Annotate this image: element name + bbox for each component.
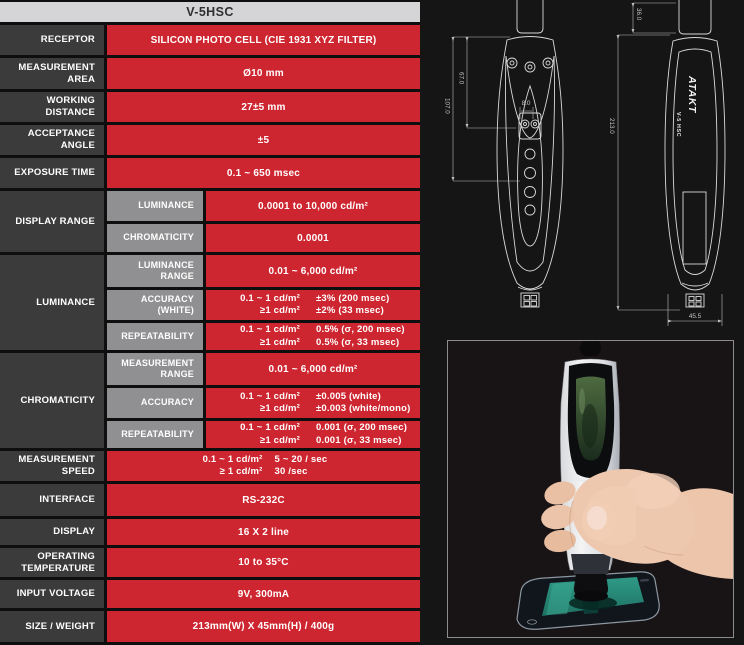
spec-row-measurement-speed: MEASUREMENT SPEED 0.1 ~ 1 cd/m² 5 ~ 20 / … [0,451,420,481]
spec-label: EXPOSURE TIME [0,158,104,188]
dim-label-45: 45.5 [689,313,702,320]
spec-value: 0.1 ~ 1 cd/m² 0.001 (σ, 200 msec) ≥1 cd/m… [206,421,420,448]
spec-section-display-range: DISPLAY RANGE LUMINANCE 0.0001 to 10,000… [0,191,420,252]
spec-row-exposure-time: EXPOSURE TIME 0.1 ~ 650 msec [0,158,420,188]
spec-row-measurement-area: MEASUREMENT AREA Ø10 mm [0,58,420,89]
dim-label-8: 8.0 [522,100,531,107]
spec-row-display: DISPLAY 16 X 2 line [0,519,420,545]
front-view-outline [496,0,564,308]
spec-row-operating-temperature: OPERATING TEMPERATURE 10 to 35°C [0,548,420,577]
spec-value: 10 to 35°C [107,548,420,577]
meter-grip-band [571,554,611,574]
spec-value: 213mm(W) X 45mm(H) / 400g [107,611,420,642]
dim-label-213: 213.0 [608,118,615,134]
cable-connector [579,341,602,356]
spec-value: 0.1 ~ 1 cd/m² ±0.005 (white) ≥1 cd/m² ±0.0… [206,388,420,418]
product-photo [448,341,733,637]
spec-label: MEASUREMENT AREA [0,58,104,89]
spec-sublabel: MEASUREMENT RANGE [107,353,203,385]
spec-section-luminance: LUMINANCE LUMINANCE RANGE 0.01 ~ 6,000 c… [0,255,420,350]
spec-label: OPERATING TEMPERATURE [0,548,104,577]
spec-value: Ø10 mm [107,58,420,89]
spec-row: LUMINANCE 0.0001 to 10,000 cd/m² [107,191,420,221]
spec-sublabel: ACCURACY (WHITE) [107,290,203,320]
side-view-dimensions [616,2,723,326]
spec-row: LUMINANCE RANGE 0.01 ~ 6,000 cd/m² [107,255,420,287]
hand [541,469,733,579]
spec-label: DISPLAY [0,519,104,545]
spec-row: REPEATABILITY 0.1 ~ 1 cd/m² 0.001 (σ, 200… [107,421,420,448]
spec-value: 0.1 ~ 1 cd/m² ±3% (200 msec) ≥1 cd/m² ±2% … [206,290,420,320]
spec-table: V-5HSC RECEPTOR SILICON PHOTO CELL (CIE … [0,2,420,642]
spec-row-working-distance: WORKING DISTANCE 27±5 mm [0,92,420,122]
spec-sublabel: LUMINANCE RANGE [107,255,203,287]
spec-row-interface: INTERFACE RS-232C [0,484,420,516]
spec-label: SIZE / WEIGHT [0,611,104,642]
spec-section-label: CHROMATICITY [0,353,104,448]
spec-sublabel: CHROMATICITY [107,224,203,252]
spec-value: 0.01 ~ 6,000 cd/m² [206,255,420,287]
technical-drawing: 107.0 67.0 8.0 ATAKT V-5 HSC 36.0 213.0 … [444,0,726,326]
spec-value: 0.01 ~ 6,000 cd/m² [206,353,420,385]
spec-row: MEASUREMENT RANGE 0.01 ~ 6,000 cd/m² [107,353,420,385]
spec-section-chromaticity: CHROMATICITY MEASUREMENT RANGE 0.01 ~ 6,… [0,353,420,448]
spec-value: 0.1 ~ 650 msec [107,158,420,188]
dim-label-67: 67.0 [458,72,465,85]
phone-home-button [527,619,537,625]
model-label: V-5 HSC [675,112,681,137]
spec-sublabel: LUMINANCE [107,191,203,221]
spec-row-acceptance-angle: ACCEPTANCE ANGLE ±5 [0,125,420,155]
spec-row-input-voltage: INPUT VOLTAGE 9V, 300mA [0,580,420,608]
spec-label: ACCEPTANCE ANGLE [0,125,104,155]
spec-row: ACCURACY (WHITE) 0.1 ~ 1 cd/m² ±3% (200 m… [107,290,420,320]
spec-value: 0.1 ~ 1 cd/m² 0.5% (σ, 200 msec) ≥1 cd/m²… [206,323,420,350]
spec-label: INTERFACE [0,484,104,516]
spec-value: 9V, 300mA [107,580,420,608]
spec-label: INPUT VOLTAGE [0,580,104,608]
spec-section-label: DISPLAY RANGE [0,191,104,252]
spec-label: MEASUREMENT SPEED [0,451,104,481]
spec-row: ACCURACY 0.1 ~ 1 cd/m² ±0.005 (white) ≥1 … [107,388,420,418]
spec-sublabel: ACCURACY [107,388,203,418]
side-view-outline [664,0,726,308]
spec-sublabel: REPEATABILITY [107,323,203,350]
spec-section-label: LUMINANCE [0,255,104,350]
spec-value: 0.0001 to 10,000 cd/m² [206,191,420,221]
spec-value: SILICON PHOTO CELL (CIE 1931 XYZ FILTER) [107,25,420,55]
dim-label-107: 107.0 [444,98,451,114]
spec-value: 27±5 mm [107,92,420,122]
spec-row: CHROMATICITY 0.0001 [107,224,420,252]
spec-value: 0.0001 [206,224,420,252]
spec-value: 16 X 2 line [107,519,420,545]
spec-label: WORKING DISTANCE [0,92,104,122]
spec-value: 0.1 ~ 1 cd/m² 5 ~ 20 / sec ≥ 1 cd/m² 30 /s… [107,451,420,481]
spec-row-size-weight: SIZE / WEIGHT 213mm(W) X 45mm(H) / 400g [0,611,420,642]
spec-row-receptor: RECEPTOR SILICON PHOTO CELL (CIE 1931 XY… [0,25,420,55]
spec-value: ±5 [107,125,420,155]
page-title: V-5HSC [0,2,420,22]
product-photo-frame [447,340,734,638]
spec-row: REPEATABILITY 0.1 ~ 1 cd/m² 0.5% (σ, 200 … [107,323,420,350]
spec-sublabel: REPEATABILITY [107,421,203,448]
spec-label: RECEPTOR [0,25,104,55]
dim-label-36: 36.0 [635,8,642,21]
spec-value: RS-232C [107,484,420,516]
front-view-dimensions [451,36,534,182]
brand-logo: ATAKT [686,75,698,114]
